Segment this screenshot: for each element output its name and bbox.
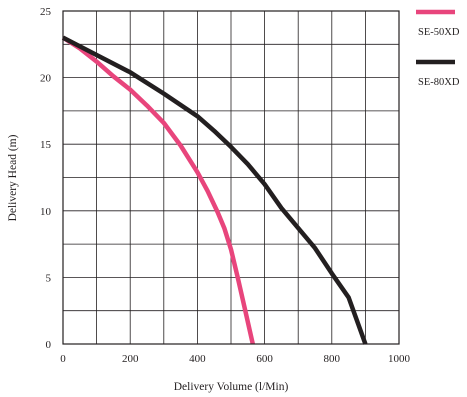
x-tick-label: 0	[60, 353, 66, 365]
x-tick-label: 800	[324, 353, 341, 365]
x-tick-label: 1000	[388, 353, 411, 365]
grid-lines	[63, 11, 399, 344]
x-tick-labels: 0 200 400 600 800 1000	[60, 353, 410, 365]
y-tick-label: 20	[40, 73, 52, 85]
x-axis-label: Delivery Volume (l/Min)	[174, 381, 289, 393]
legend-label: SE-80XD	[418, 77, 460, 88]
x-tick-label: 200	[122, 353, 139, 365]
y-tick-label: 25	[40, 6, 52, 18]
y-tick-label: 10	[40, 206, 52, 218]
legend: SE-50XD SE-80XD	[416, 9, 460, 88]
y-tick-label: 0	[46, 339, 52, 351]
plot-frame	[62, 10, 400, 345]
y-tick-label: 15	[40, 139, 52, 151]
series-lines	[61, 35, 368, 345]
legend-label: SE-50XD	[418, 27, 460, 38]
x-tick-label: 400	[189, 353, 206, 365]
y-tick-label: 5	[46, 272, 52, 284]
y-tick-labels: 0 5 10 15 20 25	[40, 6, 52, 351]
x-tick-label: 600	[256, 353, 273, 365]
series-line-se-50xd	[61, 35, 255, 345]
y-axis-label: Delivery Head (m)	[7, 134, 19, 221]
series-line-se-80xd	[61, 35, 368, 345]
